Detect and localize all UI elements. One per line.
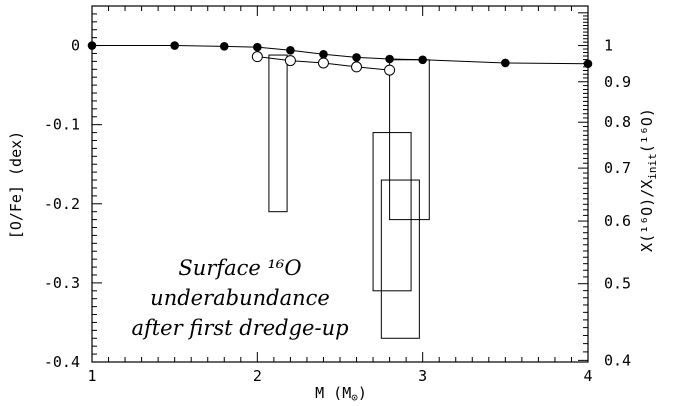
series-lines	[92, 45, 589, 71]
right-tick-label: 0.4	[604, 351, 631, 369]
y-tick-label: -0.2	[44, 195, 80, 213]
filled-point	[501, 58, 510, 68]
x-tick-label: 2	[253, 367, 262, 385]
y-tick-label: -0.3	[44, 274, 80, 292]
filled-point	[385, 54, 394, 64]
data-points	[87, 41, 593, 76]
filled-point	[286, 46, 295, 55]
observation-box	[268, 54, 288, 213]
y-tick-label: 0	[71, 37, 80, 55]
filled-point	[418, 55, 427, 65]
filled-point	[219, 42, 229, 51]
y-tick-label: -0.4	[44, 353, 80, 371]
right-tick-label: 0.9	[604, 73, 631, 91]
x-tick-label: 1	[87, 367, 96, 385]
open-point	[251, 51, 263, 63]
filled-point	[170, 41, 179, 50]
y-tick-label: -0.1	[44, 116, 80, 134]
open-point	[317, 57, 329, 69]
error-boxes	[268, 54, 430, 339]
x-tick-label: 4	[583, 367, 592, 385]
right-tick-label: 0.5	[604, 275, 631, 293]
observation-box	[372, 132, 412, 292]
plot-frame	[91, 5, 589, 363]
open-point	[351, 61, 363, 73]
right-axis-label: X(¹⁶O)/Xinit(¹⁶O)	[638, 108, 659, 252]
observation-box	[389, 59, 430, 221]
right-tick-label: 0.6	[604, 212, 631, 230]
annotation-line-1: Surface ¹⁶O	[178, 256, 301, 280]
tick-labels: 1 2 3 4 0 -0.1 -0.2 -0.3 -0.4 1 0.9 0.8 0.7 0.6 0.5 0.4	[44, 37, 631, 385]
x-axis-label: M (M⊙)	[315, 384, 367, 404]
y-axis-label: [O/Fe] (dex)	[7, 131, 25, 239]
axis-ticks	[91, 5, 589, 363]
right-tick-label: 0.8	[604, 113, 631, 131]
annotation-line-2: underabundance	[150, 286, 330, 310]
annotation-line-3: after first dredge-up	[131, 316, 348, 340]
series-line	[92, 45, 589, 65]
x-tick-label: 3	[418, 367, 427, 385]
filled-point	[352, 53, 361, 62]
open-point	[284, 55, 296, 67]
open-point	[384, 64, 396, 76]
right-tick-label: 0.7	[604, 159, 631, 177]
filled-point	[319, 49, 328, 59]
filled-point	[253, 42, 262, 52]
observation-box	[380, 179, 420, 339]
right-tick-label: 1	[604, 37, 613, 55]
